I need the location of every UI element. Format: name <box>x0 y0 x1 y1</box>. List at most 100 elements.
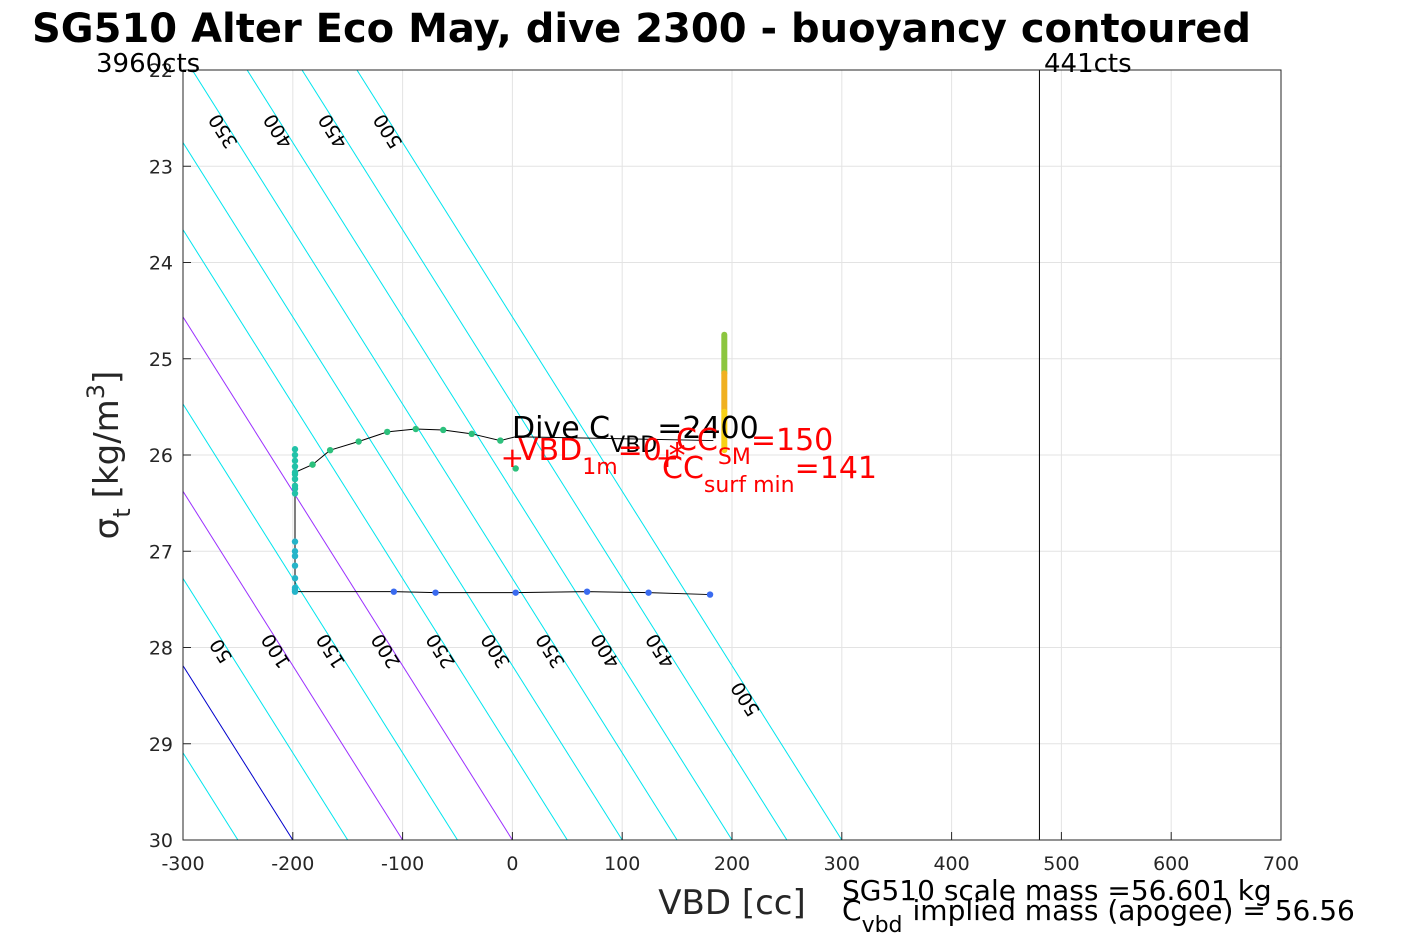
dive-point <box>497 437 504 444</box>
dive-point <box>291 584 299 592</box>
dive-c-vbd-main: Dive C <box>512 411 610 446</box>
x-axis-label: VBD [cc] <box>658 883 806 923</box>
dive-point <box>291 446 299 453</box>
x-tick-label: -300 <box>161 853 204 875</box>
dive-point <box>291 485 299 492</box>
dive-point <box>291 463 299 470</box>
x-ticks: -300 -200 -100 0 100 200 300 400 500 600 700 <box>161 832 1299 875</box>
buoyancy-contour-line <box>183 403 458 840</box>
y-label-close: ] <box>87 371 127 384</box>
x-tick-label: 500 <box>1043 853 1079 875</box>
cc-sm-annotation: CCSM=150 <box>676 423 833 470</box>
x-tick-label: 400 <box>933 853 969 875</box>
dive-point <box>468 430 475 438</box>
dive-point <box>291 451 299 459</box>
x-tick-label: -100 <box>381 853 424 875</box>
y-tick-label: 30 <box>149 830 173 852</box>
cc-sm-main: CC <box>676 423 718 458</box>
y-tick-label: 25 <box>149 349 173 371</box>
dive-point <box>390 588 398 595</box>
buoyancy-contour-line <box>183 490 404 840</box>
buoyancy-contour-line <box>183 664 294 840</box>
dive-c-vbd-sub: VBD <box>610 433 657 458</box>
annotation-markers: + +* <box>501 436 686 476</box>
annotation-marker: + <box>501 441 524 474</box>
dive-point <box>440 426 447 434</box>
annotation-marker: * <box>669 436 686 476</box>
cc-surf-value: =141 <box>795 451 877 486</box>
vbd-1m-value: =0 <box>618 433 662 468</box>
dive-point <box>291 552 299 560</box>
buoyancy-contour-line <box>183 315 513 840</box>
dive-point <box>326 446 334 454</box>
dive-point <box>291 475 299 483</box>
dive-point <box>291 548 299 555</box>
y-tick-label: 26 <box>149 445 173 467</box>
implied-mass-main: C <box>842 894 862 927</box>
dive-point <box>291 562 299 569</box>
buoyancy-contour-line <box>183 577 349 840</box>
buoyancy-contour-line <box>0 70 73 840</box>
dive-point <box>512 465 519 472</box>
dive-point <box>512 589 519 596</box>
annotation-marker: + <box>655 441 678 474</box>
x-tick-label: 200 <box>714 853 750 875</box>
buoyancy-contour-line <box>301 70 788 840</box>
x-tick-label: 100 <box>604 853 640 875</box>
y-axis-label: σt [kg/m3] <box>82 371 136 540</box>
dive-point <box>706 591 714 598</box>
x-tick-label: 300 <box>824 853 860 875</box>
y-label-sigma: σ <box>87 518 127 540</box>
buoyancy-contour-line <box>356 70 843 840</box>
dive-point <box>583 588 591 595</box>
cc-surf-main: CC <box>662 451 704 486</box>
y-tick-label: 24 <box>149 253 173 275</box>
x-tick-label: 0 <box>506 853 518 875</box>
y-tick-label: 29 <box>149 734 173 756</box>
x-tick-label: 600 <box>1153 853 1189 875</box>
dive-points <box>291 425 714 598</box>
cc-sm-sub: SM <box>718 445 751 470</box>
cc-sm-value: =150 <box>751 423 833 458</box>
y-ticks: 22 23 24 25 26 27 28 29 30 <box>149 60 191 852</box>
implied-mass-text: implied mass (apogee) = 56.56 <box>913 894 1355 927</box>
dive-point <box>645 589 652 596</box>
chart-title: SG510 Alter Eco May, dive 2300 - buoyanc… <box>32 6 1252 52</box>
counts-right-label: 441cts <box>1044 49 1132 79</box>
buoyancy-contour-line <box>0 70 18 840</box>
y-tick-label: 28 <box>149 638 173 660</box>
dive-point <box>309 461 316 468</box>
dive-point <box>291 457 299 464</box>
x-tick-label: -200 <box>271 853 314 875</box>
cc-surf-sub: surf min <box>704 473 795 498</box>
implied-mass-sub: vbd <box>862 913 903 938</box>
y-tick-label: 27 <box>149 541 173 563</box>
scale-mass-text: SG510 scale mass =56.601 kg <box>842 874 1272 907</box>
y-label-units: [kg/m <box>87 399 127 498</box>
dive-point <box>355 438 362 445</box>
dive-point <box>412 425 419 433</box>
y-label-sup: 3 <box>82 384 110 399</box>
dive-point <box>291 538 299 545</box>
y-label-sub: t <box>108 508 136 517</box>
cc-surf-annotation: CCsurf min=141 <box>662 451 877 498</box>
y-tick-label: 22 <box>149 60 173 82</box>
x-tick-label: 700 <box>1263 853 1299 875</box>
dive-c-vbd-value: =2400 <box>657 411 758 446</box>
dive-point <box>384 428 391 436</box>
counts-left-label: 3960cts <box>96 49 200 79</box>
vbd-1m-annotation: VBD1m=0 <box>518 433 662 480</box>
vbd-1m-main: VBD <box>518 433 582 468</box>
buoyancy-contour-line <box>191 70 678 840</box>
dive-point <box>291 490 299 497</box>
dive-point <box>291 575 299 582</box>
implied-mass-annotation: Cvbd implied mass (apogee) = 56.56 <box>842 894 1355 938</box>
svg-text:σt[kg/m3]: σt [kg/m3] <box>82 371 136 540</box>
dive-point <box>432 589 439 596</box>
dive-point <box>291 471 299 478</box>
buoyancy-contour-line <box>246 70 733 840</box>
dive-c-vbd-annotation: Dive CVBD=2400 <box>512 411 759 458</box>
vbd-1m-sub: 1m <box>582 455 617 480</box>
buoyancy-contour-line <box>183 141 623 840</box>
